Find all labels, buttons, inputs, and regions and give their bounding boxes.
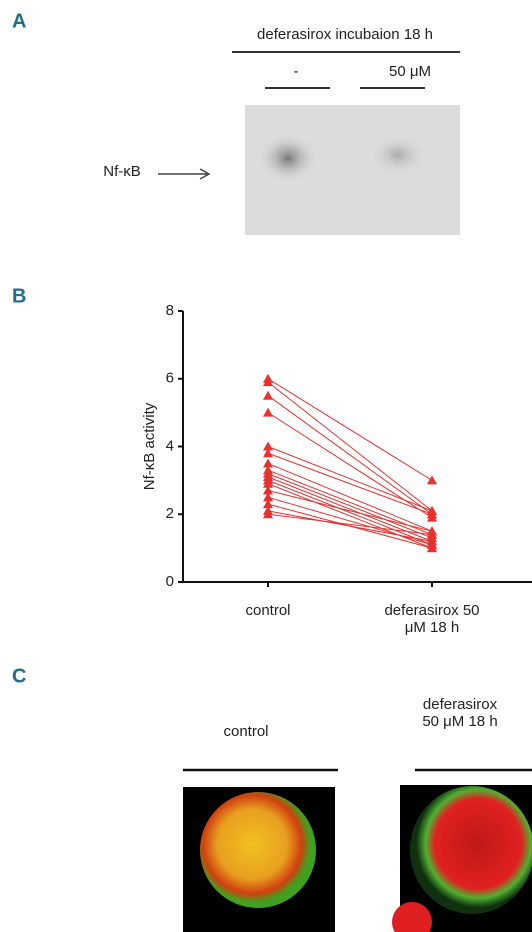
pair-line xyxy=(267,462,433,532)
marker xyxy=(263,377,273,387)
chart: 0 2 4 6 8 Nf-κB activity xyxy=(141,302,532,590)
pair-line xyxy=(267,473,433,539)
marker xyxy=(263,448,273,458)
panel-label: C xyxy=(12,665,26,687)
pair-line xyxy=(267,513,433,536)
marker xyxy=(263,478,273,488)
marker xyxy=(263,492,273,502)
pair-line xyxy=(267,469,433,536)
pair-line xyxy=(267,446,433,512)
pair-line xyxy=(267,378,433,481)
pair-line xyxy=(267,452,433,515)
marker xyxy=(427,529,437,539)
cell xyxy=(200,792,316,908)
pair-line xyxy=(267,479,433,546)
marker xyxy=(427,509,437,519)
y-tick-label: 8 xyxy=(166,302,174,319)
marker xyxy=(263,441,273,451)
cell xyxy=(410,786,532,914)
marker xyxy=(263,458,273,468)
condition-label: deferasirox xyxy=(423,696,498,713)
x-tick-label: deferasirox 50 μM 18 h xyxy=(384,602,480,636)
pair-line xyxy=(267,395,433,515)
blot-band xyxy=(258,133,318,183)
cell xyxy=(392,902,432,932)
marker xyxy=(263,509,273,519)
y-tick-label: 6 xyxy=(166,370,174,387)
pair-line xyxy=(267,476,433,542)
marker xyxy=(427,475,437,485)
lane-label: 50 μM xyxy=(389,63,431,80)
x-tick-label: control xyxy=(245,602,291,619)
condition-label: control xyxy=(223,723,268,740)
marker xyxy=(263,499,273,509)
blot-header: deferasirox incubaion 18 h xyxy=(257,26,433,43)
arrow-head xyxy=(199,168,211,180)
lane-label: - xyxy=(294,63,299,80)
y-tick-label: 2 xyxy=(166,505,174,522)
panel-label: A xyxy=(12,10,26,32)
pair-line xyxy=(267,483,433,549)
y-tick-label: 0 xyxy=(166,573,174,590)
panel-label: B xyxy=(12,285,26,307)
y-tick-label: 4 xyxy=(166,437,174,454)
marker xyxy=(263,390,273,400)
marker xyxy=(263,407,273,417)
blot-band xyxy=(370,135,426,175)
y-axis-label: Nf-κB activity xyxy=(141,402,158,490)
pair-line xyxy=(267,510,433,542)
pair-line xyxy=(267,381,433,512)
pair-line xyxy=(267,496,433,546)
marker xyxy=(427,543,437,553)
marker xyxy=(263,485,273,495)
condition-label: 50 μM 18 h xyxy=(422,713,497,730)
band-label: Nf-κB xyxy=(103,163,141,180)
marker xyxy=(427,536,437,546)
pair-line xyxy=(267,490,433,532)
